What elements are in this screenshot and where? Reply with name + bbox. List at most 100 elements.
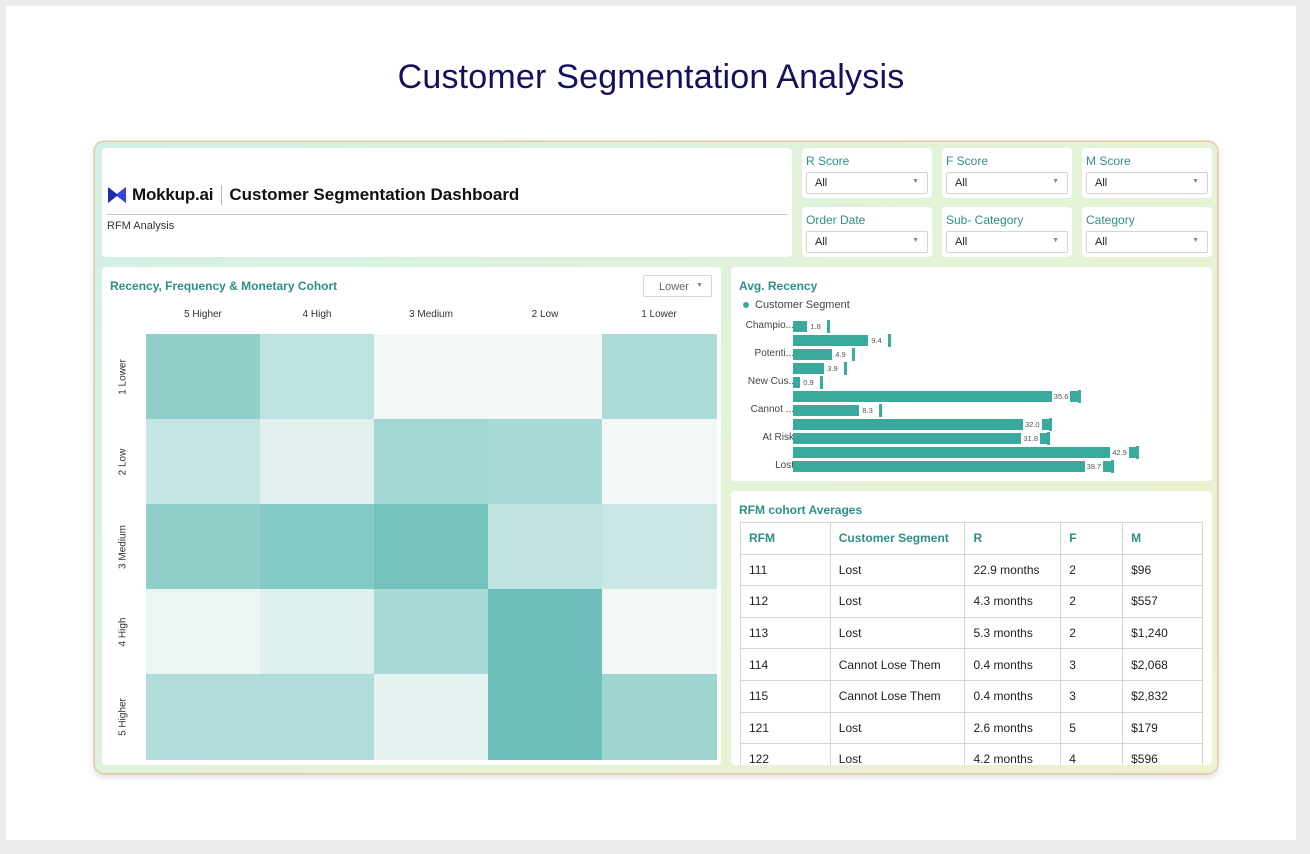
dashboard-title: Customer Segmentation Dashboard: [229, 185, 520, 204]
bar-value-label: 0.9: [801, 377, 816, 388]
table-row[interactable]: 121 Lost 2.6 months 5 $179: [740, 711, 1203, 745]
logo-text: Mokkup.ai: [132, 185, 214, 204]
table-cell: 114: [740, 648, 831, 681]
heatmap-column-label: 1 Lower: [641, 309, 677, 320]
table-row[interactable]: 114 Cannot Lose Them 0.4 months 3 $2,068: [740, 648, 1203, 681]
heatmap-column-label: 5 Higher: [184, 309, 222, 320]
heatmap-cell[interactable]: [602, 674, 717, 760]
heatmap-cell[interactable]: [488, 589, 603, 675]
heatmap-cell[interactable]: [488, 419, 603, 505]
heatmap-cell[interactable]: [374, 589, 489, 675]
heatmap-cell[interactable]: [488, 674, 603, 760]
chevron-down-icon: ▼: [696, 282, 703, 289]
recency-bar[interactable]: [793, 433, 1048, 444]
dashboard: Mokkup.ai Customer Segmentation Dashboar…: [95, 142, 1217, 773]
heatmap-cell[interactable]: [146, 674, 261, 760]
table-cell: 111: [740, 553, 831, 587]
table-cell: Lost: [829, 711, 966, 745]
chevron-down-icon: ▼: [1192, 178, 1199, 185]
table-header-cell[interactable]: R: [964, 522, 1062, 555]
recency-bar[interactable]: [793, 349, 833, 360]
recency-bar[interactable]: [793, 363, 825, 374]
bar-category-label: At Risk: [762, 432, 794, 443]
heatmap-row-label: 3 Medium: [116, 504, 130, 589]
recency-bar[interactable]: [793, 447, 1137, 458]
order-date-select[interactable]: All ▼: [806, 231, 928, 253]
heatmap-title: Recency, Frequency & Monetary Cohort: [110, 279, 338, 293]
recency-bar[interactable]: [793, 321, 808, 332]
heatmap-cell[interactable]: [260, 419, 375, 505]
bar-value-label: 3.9: [825, 363, 840, 374]
heatmap-cell[interactable]: [146, 419, 261, 505]
table-cell: 5.3 months: [964, 616, 1062, 650]
m-score-select[interactable]: All ▼: [1086, 172, 1208, 194]
avg-recency-chart: Avg. Recency Customer Segment Champio...…: [731, 267, 1212, 481]
chart-legend: Customer Segment: [743, 299, 850, 311]
filter-value: All: [815, 177, 828, 189]
heatmap-cell[interactable]: [260, 674, 375, 760]
heatmap-cell[interactable]: [488, 334, 603, 420]
bar-value-label: 1.8: [808, 321, 823, 332]
chevron-down-icon: ▼: [912, 178, 919, 185]
table-cell: 115: [740, 679, 831, 713]
recency-bar[interactable]: [793, 377, 801, 388]
heatmap-row-label: 4 High: [116, 589, 130, 674]
heatmap-column-label: 2 Low: [531, 309, 559, 320]
heatmap-cell[interactable]: [602, 419, 717, 505]
table-row[interactable]: 111 Lost 22.9 months 2 $96: [740, 553, 1203, 587]
filter-value: All: [1095, 236, 1108, 248]
heatmap-cell[interactable]: [260, 334, 375, 420]
heatmap-cell[interactable]: [602, 589, 717, 675]
table-header-cell[interactable]: RFM: [740, 522, 831, 555]
table-row[interactable]: 112 Lost 4.3 months 2 $557: [740, 585, 1203, 618]
table-row[interactable]: 115 Cannot Lose Them 0.4 months 3 $2,832: [740, 679, 1203, 713]
table-cell: 2: [1060, 585, 1124, 618]
bar-value-label: 32.0: [1023, 419, 1042, 430]
heatmap-row-label: 2 Low: [116, 419, 130, 504]
bar-value-label: 31.8: [1021, 433, 1040, 444]
heatmap-cell[interactable]: [146, 589, 261, 675]
heatmap-cell[interactable]: [374, 504, 489, 590]
recency-bar[interactable]: [793, 335, 869, 346]
heatmap-sort-dropdown[interactable]: Lower ▼: [643, 275, 712, 297]
heatmap-cell[interactable]: [260, 504, 375, 590]
table-cell: 121: [740, 711, 831, 745]
heatmap-cell[interactable]: [260, 589, 375, 675]
heatmap-cell[interactable]: [488, 504, 603, 590]
recency-bar[interactable]: [793, 419, 1049, 430]
row-label-text: 4 High: [117, 617, 129, 646]
table-row[interactable]: 122 Lost 4.2 months 4 $596: [740, 743, 1203, 765]
heatmap-cell[interactable]: [146, 504, 261, 590]
bar-end-cap: [1047, 432, 1051, 445]
heatmap-cell[interactable]: [146, 334, 261, 420]
table-cell: 3: [1060, 648, 1124, 681]
table-cell: $179: [1122, 711, 1203, 745]
heatmap-cell[interactable]: [602, 334, 717, 420]
table-header-cell[interactable]: M: [1122, 522, 1203, 555]
table-cell: 0.4 months: [964, 679, 1062, 713]
filter-value: All: [955, 177, 968, 189]
recency-bar[interactable]: [793, 461, 1111, 472]
heatmap-cell[interactable]: [374, 334, 489, 420]
table-header-cell[interactable]: F: [1060, 522, 1124, 555]
bar-category-label: Champio...: [745, 320, 794, 331]
recency-bar[interactable]: [793, 391, 1078, 402]
legend-dot-icon: [743, 302, 749, 308]
table-row[interactable]: 113 Lost 5.3 months 2 $1,240: [740, 616, 1203, 650]
r-score-select[interactable]: All ▼: [806, 172, 928, 194]
recency-bar[interactable]: [793, 405, 860, 416]
chevron-down-icon: ▼: [1192, 237, 1199, 244]
heatmap-cell[interactable]: [374, 419, 489, 505]
bar-category-label: Cannot ...: [750, 404, 794, 415]
page: Customer Segmentation Analysis Mokkup.ai…: [6, 6, 1296, 840]
table-cell: Lost: [829, 616, 966, 650]
sub-category-select[interactable]: All ▼: [946, 231, 1068, 253]
table-cell: 22.9 months: [964, 553, 1062, 587]
table-header-cell[interactable]: Customer Segment: [829, 522, 966, 555]
heatmap-cell[interactable]: [374, 674, 489, 760]
chevron-down-icon: ▼: [1052, 178, 1059, 185]
f-score-select[interactable]: All ▼: [946, 172, 1068, 194]
category-select[interactable]: All ▼: [1086, 231, 1208, 253]
heatmap-cell[interactable]: [602, 504, 717, 590]
table-cell: 2.6 months: [964, 711, 1062, 745]
